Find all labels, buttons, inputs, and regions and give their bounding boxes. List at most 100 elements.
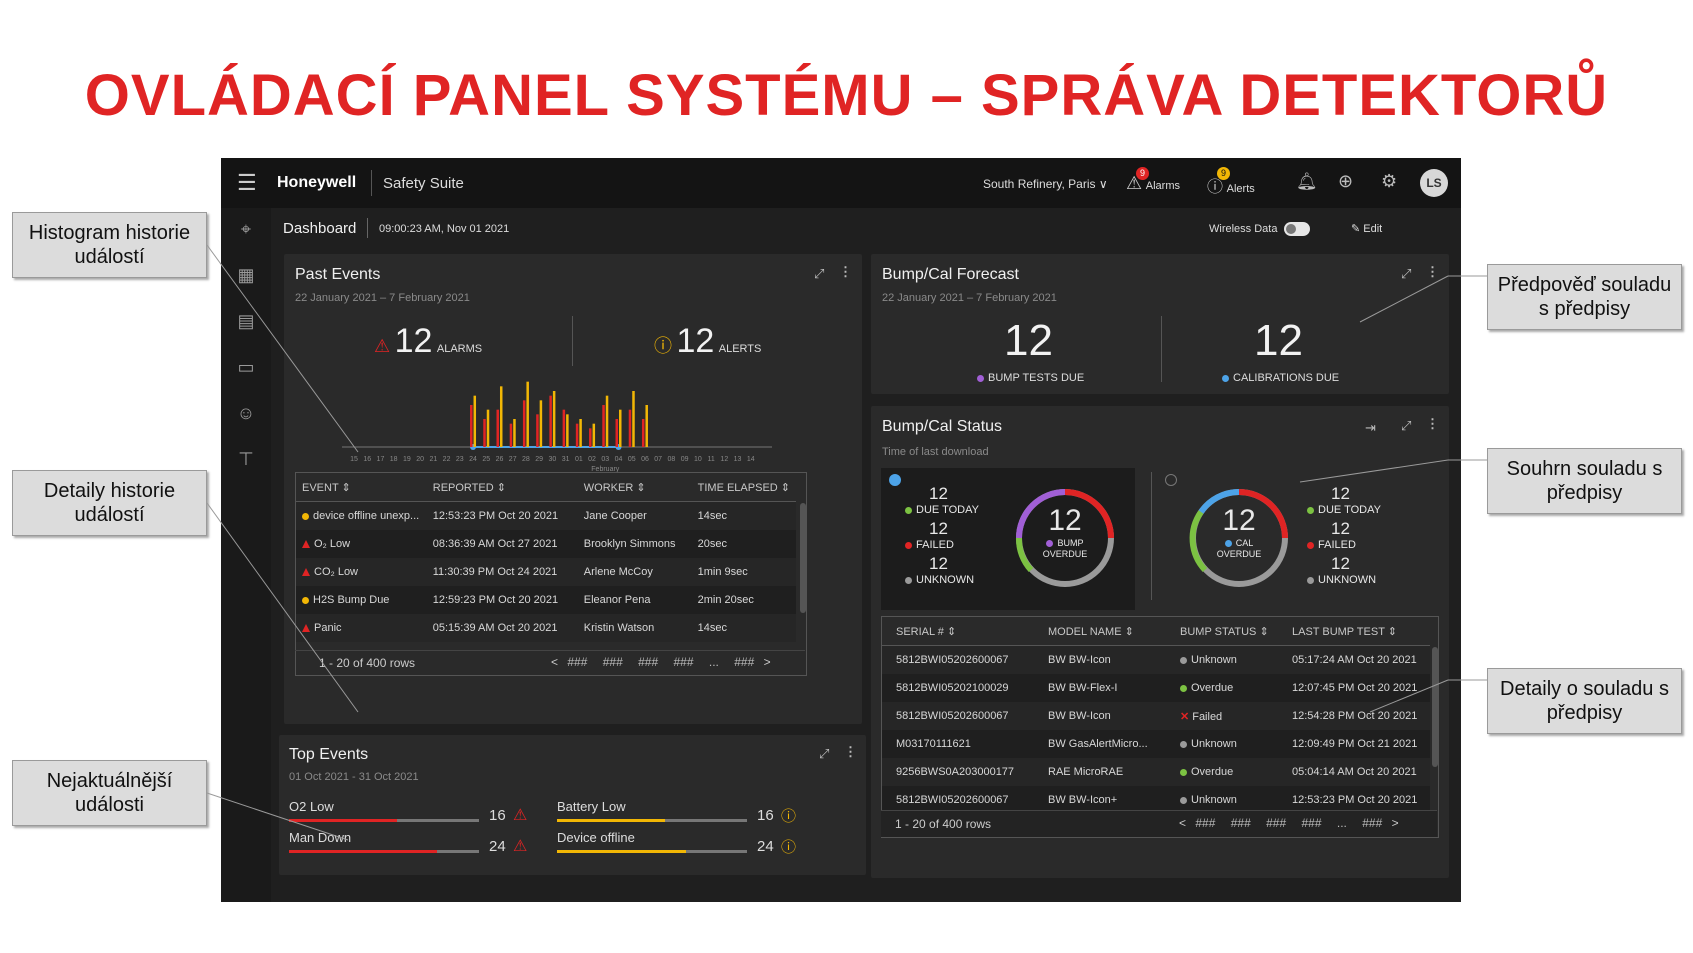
page-link[interactable]: ### (638, 655, 659, 669)
prev-page-icon[interactable]: < (1179, 816, 1187, 830)
column-header-bump-status[interactable]: BUMP STATUS ⇕ (1174, 617, 1286, 646)
events-table-header: EVENT ⇕ REPORTED ⇕ WORKER ⇕ TIME ELAPSED… (296, 473, 796, 502)
table-row[interactable]: H2S Bump Due 12:59:23 PM Oct 20 2021 Elean… (296, 586, 796, 614)
histogram-tick-label: 14 (747, 456, 755, 463)
avatar[interactable]: LS (1420, 169, 1448, 197)
devices-table: SERIAL # ⇕ MODEL NAME ⇕ BUMP STATUS ⇕ LA… (882, 617, 1430, 814)
hierarchy-icon[interactable]: ⊤ (238, 449, 254, 469)
cell-last-bump-test: 12:53:23 PM Oct 20 2021 (1286, 786, 1430, 814)
cell-event: O₂ Low (296, 530, 427, 558)
histogram-bar (496, 409, 499, 447)
histogram-bar (483, 419, 486, 447)
top-event-item[interactable]: Man Down 24 ⚠ (289, 830, 539, 860)
cal-center-count: 12 (1222, 504, 1256, 537)
page-link[interactable]: ### (734, 655, 755, 669)
gear-icon[interactable]: ⚙ (1381, 171, 1398, 191)
expand-icon[interactable]: ⤢ (814, 266, 825, 281)
site-selector[interactable]: South Refinery, Paris ∨ (983, 177, 1108, 191)
alerts-count-label: ALERTS (718, 343, 762, 355)
grid-icon[interactable]: ▦ (237, 265, 255, 285)
page-link[interactable]: ### (1266, 816, 1287, 830)
devices-table-scrollbar[interactable] (1432, 647, 1438, 767)
histogram-tick-label: 05 (628, 456, 636, 463)
histogram-tick-label: 16 (363, 456, 371, 463)
cell-model-name: RAE MicroRAE (1042, 758, 1174, 786)
table-row[interactable]: CO₂ Low 11:30:39 PM Oct 24 2021 Arlene McC… (296, 558, 796, 586)
top-event-bar (289, 819, 479, 822)
table-row[interactable]: device offline unexp... 12:53:23 PM Oct 2… (296, 501, 796, 530)
histogram-tick-label: 13 (734, 456, 742, 463)
bump-center-count: 12 (1048, 504, 1082, 537)
bell-icon[interactable]: 🔔︎ (1296, 172, 1318, 191)
column-header-last-bump-test[interactable]: LAST BUMP TEST ⇕ (1286, 617, 1430, 646)
cal-unknown-count: 12 (1331, 554, 1350, 573)
table-row[interactable]: 5812BWI05202600067 BW BW-Icon ✕ Failed 12:54… (882, 702, 1430, 730)
alarms-button[interactable]: ⚠ 9 Alarms (1126, 167, 1180, 194)
table-row[interactable]: 9256BWS0A203000177 RAE MicroRAE Overdue 05:… (882, 758, 1430, 786)
location-pin-icon[interactable]: ⌖ (240, 219, 252, 239)
more-options-icon[interactable]: ⋮ (844, 744, 857, 759)
top-event-item[interactable]: Device offline 24 ⓘ (557, 830, 807, 860)
cell-serial: 5812BWI05202600067 (882, 645, 1042, 674)
menu-icon[interactable]: ☰ (237, 170, 257, 195)
table-row[interactable]: 5812BWI05202600067 BW BW-Icon+ Unknown 12:5… (882, 786, 1430, 814)
column-header-worker[interactable]: WORKER ⇕ (577, 473, 692, 502)
column-header-event[interactable]: EVENT ⇕ (296, 473, 427, 502)
top-event-label: O2 Low (289, 799, 334, 814)
expand-icon[interactable]: ⤢ (819, 746, 830, 761)
cell-bump-status: Overdue (1174, 674, 1286, 702)
page-link[interactable]: ### (567, 655, 588, 669)
pencil-icon: ✎ (1351, 223, 1361, 235)
next-page-icon[interactable]: > (1391, 816, 1399, 830)
histogram-bar (522, 400, 526, 447)
next-page-icon[interactable]: > (763, 655, 771, 669)
column-header-serial[interactable]: SERIAL # ⇕ (882, 617, 1042, 646)
column-header-time-elapsed[interactable]: TIME ELAPSED ⇕ (691, 473, 796, 502)
product-name: Safety Suite (383, 175, 464, 192)
page-link[interactable]: ### (1230, 816, 1251, 830)
alarms-badge: 9 (1136, 167, 1149, 180)
page-link[interactable]: ### (673, 655, 694, 669)
table-row[interactable]: O₂ Low 08:36:39 AM Oct 27 2021 Brooklyn Si… (296, 530, 796, 558)
events-table-scrollbar[interactable] (800, 503, 806, 613)
top-event-item[interactable]: Battery Low 16 ⓘ (557, 799, 807, 829)
page-link[interactable]: ### (602, 655, 623, 669)
column-header-model-name[interactable]: MODEL NAME ⇕ (1042, 617, 1174, 646)
more-options-icon[interactable]: ⋮ (839, 264, 852, 279)
more-options-icon[interactable]: ⋮ (1426, 416, 1439, 431)
table-row[interactable]: Panic 05:15:39 AM Oct 20 2021 Kristin Wats… (296, 614, 796, 642)
page-link[interactable]: ### (1195, 816, 1216, 830)
cell-worker: Kristin Watson (577, 614, 692, 642)
cell-reported: 12:59:23 PM Oct 20 2021 (426, 586, 578, 614)
report-icon[interactable]: ▤ (237, 311, 255, 331)
events-pager-count: 1 - 20 of 400 rows (319, 656, 416, 670)
expand-icon[interactable]: ⤢ (1401, 418, 1412, 433)
cell-worker: Brooklyn Simmons (577, 530, 692, 558)
page-link[interactable]: ### (1362, 816, 1383, 830)
prev-page-icon[interactable]: < (551, 655, 559, 669)
top-bar: ☰ Honeywell Safety Suite South Refinery,… (221, 158, 1461, 208)
alert-circle-icon: ⓘ (781, 808, 797, 825)
bump-legend: 12 DUE TODAY 12 FAILED 12 UNKNOWN (905, 484, 979, 586)
users-icon[interactable]: ☺ (236, 403, 256, 423)
more-options-icon[interactable]: ⋮ (1426, 264, 1439, 279)
top-event-item[interactable]: O2 Low 16 ⚠ (289, 799, 539, 829)
column-header-reported[interactable]: REPORTED ⇕ (426, 473, 578, 502)
export-icon[interactable]: ⇥ (1365, 420, 1376, 435)
alerts-badge: 9 (1217, 167, 1230, 180)
edit-button[interactable]: ✎ Edit (1351, 222, 1382, 235)
table-row[interactable]: M03170111621 BW GasAlertMicro... Unknown 12… (882, 730, 1430, 758)
page-link[interactable]: ### (1301, 816, 1322, 830)
wireless-data-toggle[interactable] (1284, 222, 1310, 236)
table-row[interactable]: 5812BWI05202100029 BW BW-Flex-I Overdue 12:… (882, 674, 1430, 702)
alerts-button[interactable]: ⓘ 9 Alerts (1207, 167, 1255, 197)
alert-circle-icon: ⓘ (781, 839, 797, 856)
cell-model-name: BW GasAlertMicro... (1042, 730, 1174, 758)
table-row[interactable]: 5812BWI05202600067 BW BW-Icon Unknown 05:17… (882, 645, 1430, 674)
histogram-tick-label: 30 (548, 456, 556, 463)
bump-radio[interactable] (889, 474, 901, 486)
expand-icon[interactable]: ⤢ (1401, 266, 1412, 281)
briefcase-icon[interactable]: ▭ (237, 357, 255, 377)
download-icon[interactable]: ⊕ (1338, 171, 1354, 191)
cal-radio[interactable] (1165, 474, 1177, 486)
